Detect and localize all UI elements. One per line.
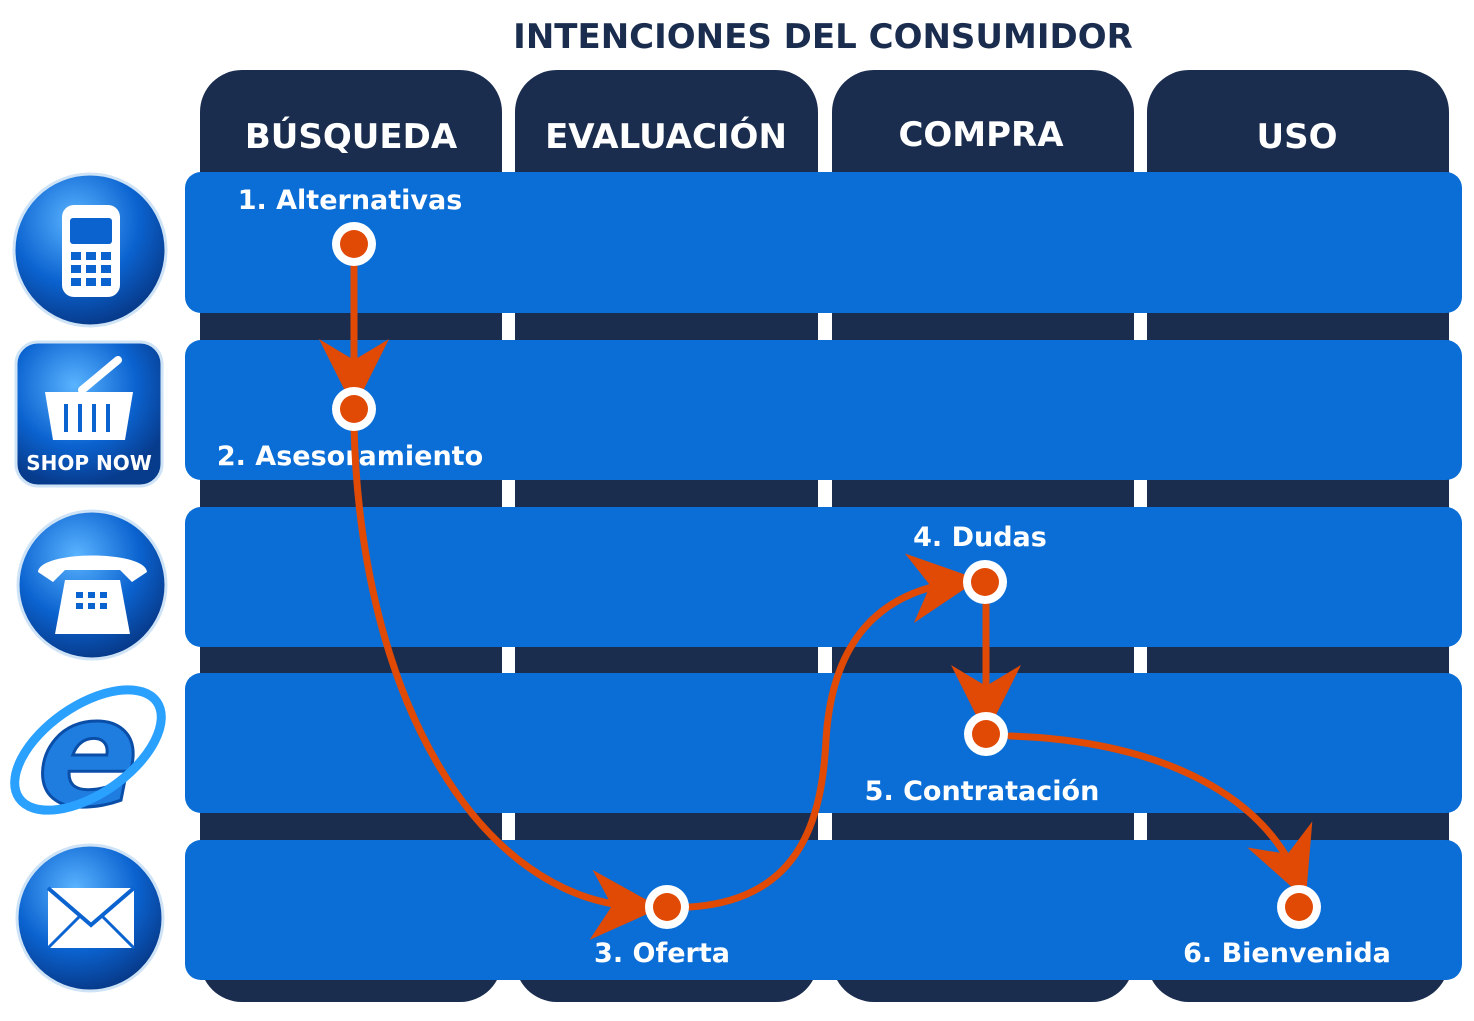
step-label: 3. Oferta xyxy=(594,938,730,969)
step-label: 5. Contratación xyxy=(865,776,1100,807)
mobile-phone-icon xyxy=(12,172,168,328)
channel-row xyxy=(185,172,1462,313)
step-node xyxy=(332,222,376,266)
channel-row xyxy=(185,507,1462,647)
column-header: EVALUACIÓN xyxy=(545,116,787,157)
step-node xyxy=(645,885,689,929)
column-header: COMPRA xyxy=(898,115,1064,155)
step-label: 2. Asesoramiento xyxy=(217,441,483,472)
column-header: BÚSQUEDA xyxy=(245,116,458,157)
step-label: 1. Alternativas xyxy=(238,185,463,216)
step-node xyxy=(1277,885,1321,929)
step-node xyxy=(964,712,1008,756)
channel-row xyxy=(185,340,1462,480)
journey-path xyxy=(319,252,1313,940)
channel-rows xyxy=(185,172,1462,980)
telephone-icon xyxy=(16,509,168,661)
step-node xyxy=(332,387,376,431)
internet-explorer-icon: e xyxy=(10,666,166,843)
step-node xyxy=(963,560,1007,604)
step-nodes xyxy=(332,222,1321,929)
step-label: 6. Bienvenida xyxy=(1183,938,1391,969)
email-envelope-icon xyxy=(15,843,165,993)
diagram-title: INTENCIONES DEL CONSUMIDOR xyxy=(513,17,1133,57)
column-header: USO xyxy=(1257,117,1338,157)
path-segment xyxy=(686,553,979,911)
step-label: 4. Dudas xyxy=(913,522,1047,553)
shop-now-label: SHOP NOW xyxy=(26,451,152,475)
channel-row xyxy=(185,840,1462,980)
path-segment xyxy=(350,421,661,940)
shop-now-basket-icon: SHOP NOW xyxy=(14,340,164,488)
path-segment xyxy=(1006,732,1313,900)
